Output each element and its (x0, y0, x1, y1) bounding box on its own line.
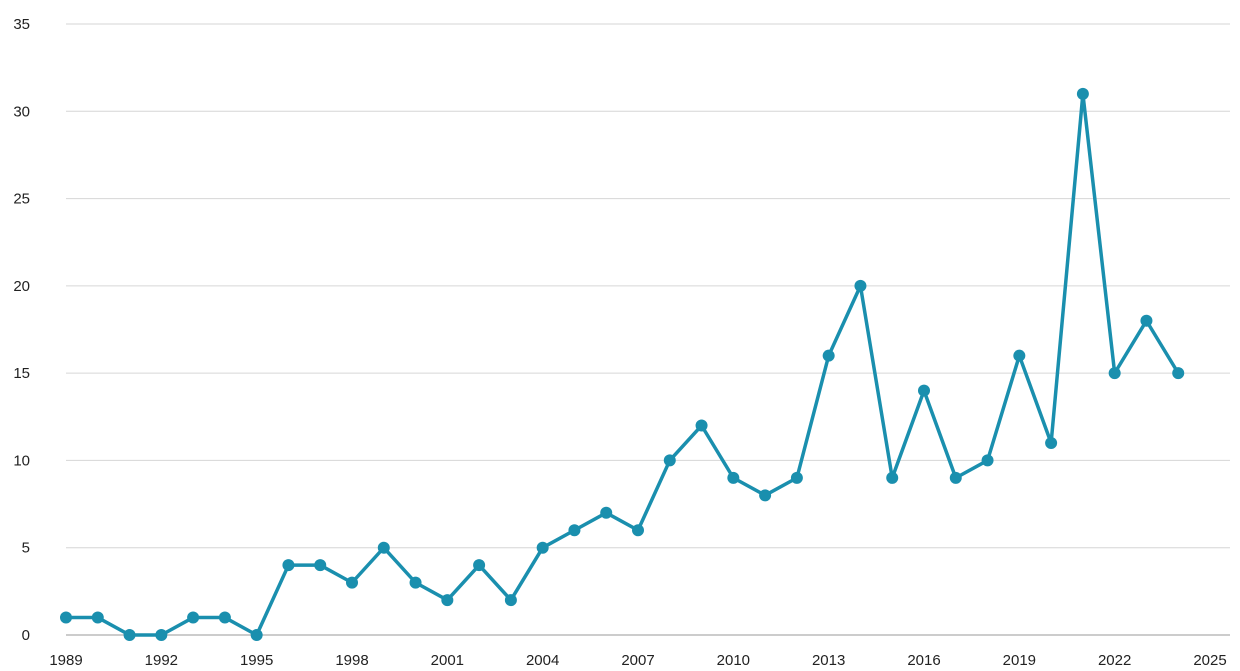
data-point-marker (1045, 437, 1057, 449)
data-point-marker (410, 577, 422, 589)
x-tick-label: 1989 (49, 652, 82, 669)
x-tick-label: 2016 (907, 652, 940, 669)
y-tick-label: 35 (13, 16, 30, 33)
data-point-marker (791, 472, 803, 484)
x-tick-label: 2001 (431, 652, 464, 669)
y-tick-label: 5 (22, 540, 30, 557)
data-point-marker (378, 542, 390, 554)
x-tick-label: 2025 (1193, 652, 1226, 669)
data-point-marker (982, 454, 994, 466)
data-point-marker (92, 612, 104, 624)
data-point-marker (187, 612, 199, 624)
data-point-marker (1109, 367, 1121, 379)
data-point-marker (314, 559, 326, 571)
x-tick-label: 1995 (240, 652, 273, 669)
y-tick-label: 0 (22, 627, 30, 644)
data-point-marker (632, 524, 644, 536)
data-point-marker (282, 559, 294, 571)
data-series (60, 88, 1184, 641)
series-line (66, 94, 1178, 635)
data-point-marker (219, 612, 231, 624)
x-tick-label: 2022 (1098, 652, 1131, 669)
data-point-marker (696, 420, 708, 432)
data-point-marker (441, 594, 453, 606)
data-point-marker (155, 629, 167, 641)
y-tick-label: 10 (13, 452, 30, 469)
data-point-marker (1172, 367, 1184, 379)
x-tick-label: 1992 (145, 652, 178, 669)
x-tick-label: 2019 (1003, 652, 1036, 669)
data-point-marker (568, 524, 580, 536)
y-tick-label: 20 (13, 278, 30, 295)
data-point-marker (124, 629, 136, 641)
gridlines (66, 24, 1230, 635)
x-axis-tick-labels: 1989 1992 1995 1998 2001 2004 2007 2010 2013 2016… (49, 652, 1226, 669)
y-tick-label: 30 (13, 103, 30, 120)
data-point-marker (1077, 88, 1089, 100)
x-tick-label: 1998 (335, 652, 368, 669)
data-point-marker (823, 350, 835, 362)
x-tick-label: 2010 (717, 652, 750, 669)
data-point-marker (759, 489, 771, 501)
data-point-marker (537, 542, 549, 554)
data-point-marker (854, 280, 866, 292)
data-point-marker (60, 612, 72, 624)
data-point-marker (600, 507, 612, 519)
data-point-marker (886, 472, 898, 484)
data-point-marker (950, 472, 962, 484)
data-point-marker (1140, 315, 1152, 327)
data-point-marker (473, 559, 485, 571)
data-point-marker (505, 594, 517, 606)
data-point-marker (346, 577, 358, 589)
y-tick-label: 25 (13, 191, 30, 208)
data-point-marker (727, 472, 739, 484)
data-point-marker (1013, 350, 1025, 362)
data-point-marker (664, 454, 676, 466)
y-axis-tick-labels: 0 5 10 15 20 25 30 35 (13, 16, 30, 644)
x-tick-label: 2007 (621, 652, 654, 669)
x-tick-label: 2013 (812, 652, 845, 669)
x-tick-label: 2004 (526, 652, 559, 669)
data-point-marker (251, 629, 263, 641)
data-point-marker (918, 385, 930, 397)
y-tick-label: 15 (13, 365, 30, 382)
